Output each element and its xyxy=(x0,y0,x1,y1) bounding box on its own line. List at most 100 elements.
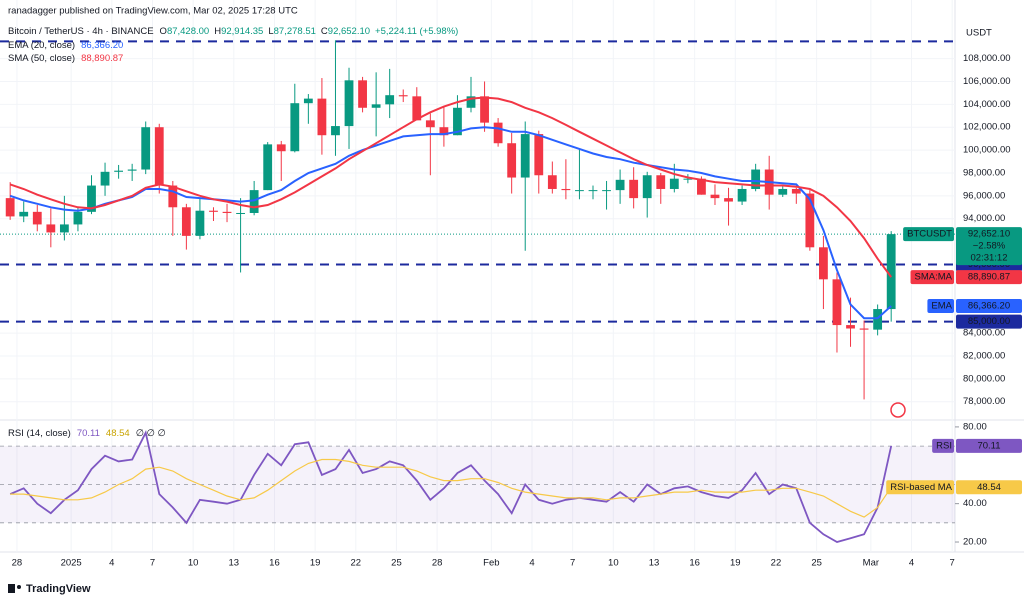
x-tick-label: 7 xyxy=(950,558,955,569)
candle-body xyxy=(358,80,367,108)
candle-body xyxy=(344,80,354,127)
badge-value: 70.11 xyxy=(977,440,1000,451)
y-tick-label: 100,000.00 xyxy=(963,145,1011,156)
y-tick-label: 108,000.00 xyxy=(963,53,1011,64)
y-tick-label: 96,000.00 xyxy=(963,190,1005,201)
rsi-line xyxy=(10,458,892,518)
brand: TradingView xyxy=(26,583,91,595)
candle-body xyxy=(846,325,855,329)
alert-icon xyxy=(890,402,906,418)
candle-body xyxy=(73,211,83,225)
badge-name-box xyxy=(927,299,954,314)
x-tick-label: 4 xyxy=(109,558,114,569)
candle-body xyxy=(303,98,313,104)
x-tick-label: 25 xyxy=(391,558,402,569)
candle-body xyxy=(181,207,191,236)
y-tick-label: 80,000.00 xyxy=(963,373,1005,384)
ohlc-value: 87,278.51 xyxy=(274,26,316,37)
y-tick-label: 98,000.00 xyxy=(963,167,1005,178)
candle-body xyxy=(5,198,15,217)
x-tick-label: 25 xyxy=(811,558,822,569)
ema-value: 86,366.20 xyxy=(81,40,123,51)
sma-legend: SMA (50, close) 88,890.87 xyxy=(8,53,123,64)
badge-box xyxy=(956,438,1022,453)
badge-name-box xyxy=(903,227,954,242)
candle-body xyxy=(575,190,584,192)
candle-body xyxy=(331,126,340,136)
candle-body xyxy=(669,178,679,189)
candle-body xyxy=(710,194,720,199)
candle-body xyxy=(263,144,273,191)
badge-box xyxy=(956,480,1022,495)
y-tick-label: 106,000.00 xyxy=(963,76,1011,87)
ema-name: EMA (20, close) xyxy=(8,40,75,51)
y-tick-label: 78,000.00 xyxy=(963,396,1005,407)
badge-extra: 02:31:12 xyxy=(971,253,1008,264)
x-tick-label: 19 xyxy=(310,558,321,569)
logo xyxy=(8,584,21,593)
x-tick-label: 2025 xyxy=(61,558,82,569)
x-tick-label: 4 xyxy=(529,558,534,569)
badge-box xyxy=(956,299,1022,314)
x-tick-label: 13 xyxy=(649,558,660,569)
candle-body xyxy=(249,190,259,213)
rsi-tick-label: 20.00 xyxy=(963,537,987,548)
badge-value: 92,652.10 xyxy=(968,229,1010,240)
candle-body xyxy=(629,179,639,199)
rsi-tick-label: 80.00 xyxy=(963,421,987,432)
y-tick-label: 104,000.00 xyxy=(963,99,1011,110)
candle-body xyxy=(534,134,544,176)
candle-body xyxy=(791,188,801,194)
candle-body xyxy=(656,175,666,189)
candle-body xyxy=(588,190,598,192)
indicator-line xyxy=(9,96,893,278)
x-tick-label: 16 xyxy=(689,558,700,569)
candle-body xyxy=(602,190,611,192)
y-tick-label: 94,000.00 xyxy=(963,213,1005,224)
candle-body xyxy=(805,193,815,248)
ohlc-key: O xyxy=(160,26,167,37)
badge-name: BTCUSDT xyxy=(907,229,952,240)
badge-value: 48.54 xyxy=(977,482,1001,493)
ohlc-value: 92,652.10 xyxy=(328,26,370,37)
publisher: ranadagger published on TradingView.com,… xyxy=(8,6,298,17)
x-tick-label: 10 xyxy=(188,558,199,569)
candle-body xyxy=(507,143,517,178)
candle-body xyxy=(453,107,462,136)
candle-body xyxy=(832,279,842,326)
candle-body xyxy=(398,95,408,97)
candle-body xyxy=(168,185,178,208)
badge-box xyxy=(956,227,1022,266)
candle-body xyxy=(195,210,205,236)
logo-dot xyxy=(17,585,21,589)
y-tick-label: 84,000.00 xyxy=(963,328,1005,339)
candle-body xyxy=(683,178,693,180)
candle-body xyxy=(100,171,110,186)
badge-name: SMA:MA xyxy=(915,272,953,283)
candle-body xyxy=(87,185,96,212)
y-tick-label: 102,000.00 xyxy=(963,122,1011,133)
x-tick-label: 7 xyxy=(570,558,575,569)
candle-body xyxy=(642,175,652,199)
badge-value: 88,890.87 xyxy=(968,272,1010,283)
rsi-extra: ∅ ∅ ∅ xyxy=(136,428,166,439)
badge-name: RSI xyxy=(936,440,952,451)
badge-name: EMA xyxy=(931,301,952,312)
x-tick-label: 10 xyxy=(608,558,619,569)
x-tick-label: 22 xyxy=(351,558,362,569)
indicator-line xyxy=(9,126,892,320)
candle-body xyxy=(276,144,286,152)
candle-body xyxy=(547,175,557,189)
x-tick-label: Mar xyxy=(863,558,879,569)
rsi-legend: RSI (14, close) 70.11 48.54 ∅ ∅ ∅ xyxy=(8,428,166,439)
level-badge xyxy=(956,314,1022,329)
candle-body xyxy=(371,104,381,108)
badge-name: RSI-based MA xyxy=(890,482,952,493)
candle-body xyxy=(480,96,489,123)
x-tick-label: 16 xyxy=(269,558,280,569)
ohlc-value: 92,914.35 xyxy=(221,26,263,37)
change: +5,224.11 (+5.98%) xyxy=(375,26,458,37)
